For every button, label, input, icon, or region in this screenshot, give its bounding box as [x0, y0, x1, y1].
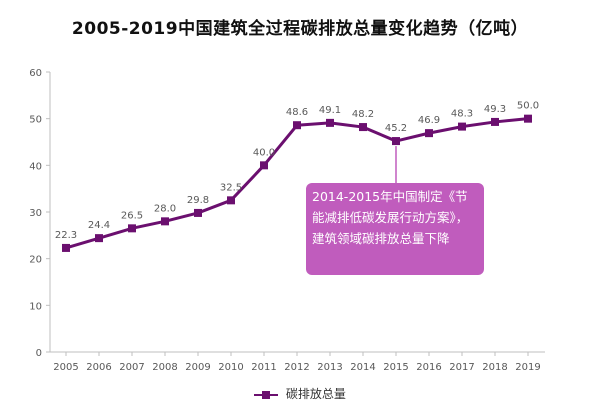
x-tick-label: 2007: [119, 362, 144, 373]
legend-label: 碳排放总量: [285, 387, 346, 401]
data-label: 46.9: [418, 115, 440, 126]
x-tick-label: 2015: [383, 362, 408, 373]
x-tick-label: 2010: [218, 362, 243, 373]
x-tick-label: 2005: [53, 362, 78, 373]
x-tick-label: 2006: [86, 362, 111, 373]
x-tick-label: 2009: [185, 362, 210, 373]
data-label: 49.1: [319, 105, 341, 116]
data-label: 28.0: [154, 203, 176, 214]
data-label: 40.0: [253, 147, 275, 158]
x-tick-label: 2014: [350, 362, 375, 373]
x-tick-label: 2016: [416, 362, 441, 373]
data-label: 24.4: [88, 220, 110, 231]
x-tick-label: 2018: [482, 362, 507, 373]
x-tick-label: 2012: [284, 362, 309, 373]
legend: 碳排放总量: [0, 385, 600, 402]
x-tick-label: 2011: [251, 362, 276, 373]
data-point: [128, 224, 136, 233]
data-point: [326, 118, 334, 127]
y-tick-label: 20: [29, 255, 42, 266]
data-label: 48.2: [352, 109, 374, 120]
x-tick-label: 2008: [152, 362, 177, 373]
y-tick-label: 0: [36, 348, 42, 359]
y-tick-label: 40: [29, 161, 42, 172]
data-label: 50.0: [517, 101, 539, 112]
x-tick-label: 2017: [449, 362, 474, 373]
y-tick-label: 50: [29, 115, 42, 126]
data-point: [293, 121, 301, 130]
y-tick-label: 30: [29, 208, 42, 219]
annotation-box: 2014-2015年中国制定《节能减排低碳发展行动方案》，建筑领域碳排放总量下降: [306, 183, 484, 275]
data-label: 29.8: [187, 195, 209, 206]
data-point: [161, 217, 169, 226]
data-point: [194, 208, 202, 217]
legend-swatch: [254, 389, 279, 401]
data-point: [62, 243, 70, 252]
x-tick-label: 2019: [515, 362, 540, 373]
data-point: [491, 117, 499, 126]
y-tick-label: 60: [29, 68, 42, 79]
data-point: [227, 196, 235, 205]
data-label: 32.5: [220, 182, 242, 193]
data-point: [425, 129, 433, 138]
data-label: 48.6: [286, 107, 308, 118]
data-label: 48.3: [451, 109, 473, 120]
data-point: [524, 114, 532, 123]
data-point: [392, 137, 400, 146]
data-label: 26.5: [121, 210, 143, 221]
chart-title: 2005-2019中国建筑全过程碳排放总量变化趋势（亿吨）: [71, 19, 529, 39]
y-tick-label: 10: [29, 301, 42, 312]
data-label: 49.3: [484, 104, 506, 115]
data-point: [260, 161, 268, 170]
data-point: [359, 123, 367, 132]
x-tick-label: 2013: [317, 362, 342, 373]
data-label: 22.3: [55, 230, 77, 241]
data-point: [458, 122, 466, 131]
data-point: [95, 234, 103, 243]
data-label: 45.2: [385, 123, 407, 134]
